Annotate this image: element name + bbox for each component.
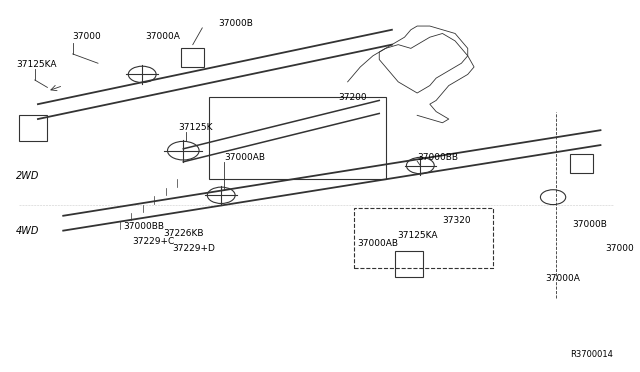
Text: 37226KB: 37226KB <box>163 229 204 238</box>
Text: 2WD: 2WD <box>16 170 39 180</box>
Text: 37125KA: 37125KA <box>397 231 438 240</box>
Text: 37000AB: 37000AB <box>225 153 266 162</box>
Text: 37000: 37000 <box>73 32 101 41</box>
Bar <box>209 97 385 179</box>
Text: 4WD: 4WD <box>16 226 39 236</box>
Text: 37000B: 37000B <box>218 19 253 28</box>
Text: 37320: 37320 <box>442 216 471 225</box>
Text: 37000BB: 37000BB <box>417 153 458 162</box>
Bar <box>395 251 424 277</box>
Text: 37125KA: 37125KA <box>16 60 56 69</box>
Bar <box>354 208 493 268</box>
Text: 37000BB: 37000BB <box>124 222 164 231</box>
Text: R3700014: R3700014 <box>570 350 613 359</box>
Text: 37000B: 37000B <box>572 220 607 229</box>
Text: 37200: 37200 <box>338 93 367 102</box>
Bar <box>19 115 47 141</box>
Bar <box>570 154 593 173</box>
Text: 37125K: 37125K <box>179 123 212 132</box>
Text: 37000A: 37000A <box>145 32 180 41</box>
Text: 37229+C: 37229+C <box>132 237 175 246</box>
Text: 37229+D: 37229+D <box>173 244 216 253</box>
Text: 37000: 37000 <box>605 244 634 253</box>
Text: 37000A: 37000A <box>545 274 580 283</box>
Text: 37000AB: 37000AB <box>357 238 398 247</box>
Bar <box>181 48 204 67</box>
